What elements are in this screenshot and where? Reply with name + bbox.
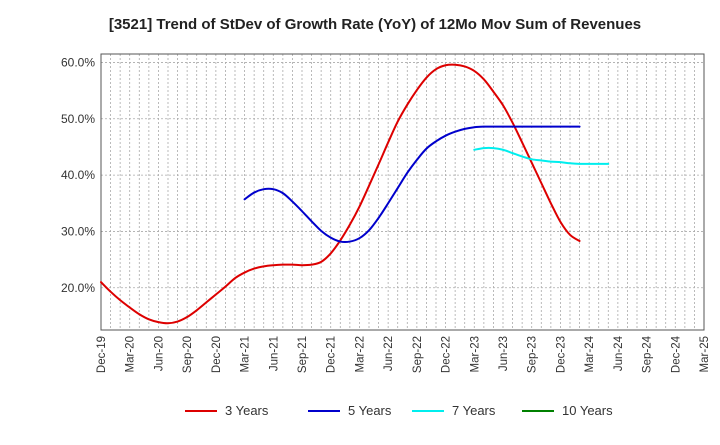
chart-title: [3521] Trend of StDev of Growth Rate (Yo… bbox=[109, 16, 641, 33]
legend-label-10-years: 10 Years bbox=[562, 403, 613, 418]
x-tick-label: Mar-25 bbox=[699, 336, 711, 372]
x-tick-label: Jun-24 bbox=[613, 335, 625, 371]
x-axis-tick-labels: Dec-19 Mar-20 Jun-20 Sep-20 Dec-20 Mar-21 Jun-… bbox=[96, 335, 711, 373]
x-tick-label: Sep-23 bbox=[527, 336, 539, 373]
x-tick-label: Dec-22 bbox=[441, 336, 453, 373]
x-tick-label: Mar-21 bbox=[240, 336, 252, 372]
x-tick-label: Jun-21 bbox=[268, 336, 280, 371]
legend-label-7-years: 7 Years bbox=[452, 403, 496, 418]
plot-area-frame bbox=[100, 53, 705, 331]
x-tick-label: Mar-24 bbox=[584, 335, 596, 372]
x-tick-label: Jun-20 bbox=[153, 336, 165, 371]
y-tick-label: 50.0% bbox=[61, 112, 95, 126]
legend-label-3-years: 3 Years bbox=[225, 403, 269, 418]
y-tick-label: 30.0% bbox=[61, 224, 95, 238]
y-axis-tick-labels: 20.0% 30.0% 40.0% 50.0% 60.0% bbox=[61, 55, 95, 294]
x-tick-label: Dec-21 bbox=[326, 336, 338, 373]
series-line-5-years bbox=[243, 125, 581, 244]
x-tick-label: Dec-20 bbox=[211, 336, 223, 373]
x-tick-label: Mar-23 bbox=[469, 336, 481, 372]
legend: 3 Years 5 Years 7 Years 10 Years bbox=[185, 403, 613, 418]
x-tick-label: Mar-20 bbox=[125, 336, 137, 372]
series-line-7-years bbox=[473, 146, 610, 165]
x-tick-label: Jun-23 bbox=[498, 336, 510, 371]
x-tick-label: Jun-22 bbox=[383, 336, 395, 371]
grid-lines bbox=[101, 54, 704, 330]
series-line-3-years bbox=[100, 63, 581, 325]
y-tick-label: 60.0% bbox=[61, 55, 95, 69]
x-tick-label: Dec-24 bbox=[670, 335, 682, 373]
series-lines bbox=[100, 63, 610, 325]
x-tick-label: Dec-19 bbox=[96, 336, 108, 373]
x-tick-label: Sep-20 bbox=[182, 336, 194, 373]
x-tick-label: Sep-21 bbox=[297, 336, 309, 373]
y-tick-label: 40.0% bbox=[61, 168, 95, 182]
y-tick-label: 20.0% bbox=[61, 281, 95, 295]
x-tick-label: Mar-22 bbox=[354, 336, 366, 372]
legend-label-5-years: 5 Years bbox=[348, 403, 392, 418]
x-tick-label: Sep-24 bbox=[642, 335, 654, 373]
x-tick-label: Sep-22 bbox=[412, 336, 424, 373]
x-tick-label: Dec-23 bbox=[555, 336, 567, 373]
